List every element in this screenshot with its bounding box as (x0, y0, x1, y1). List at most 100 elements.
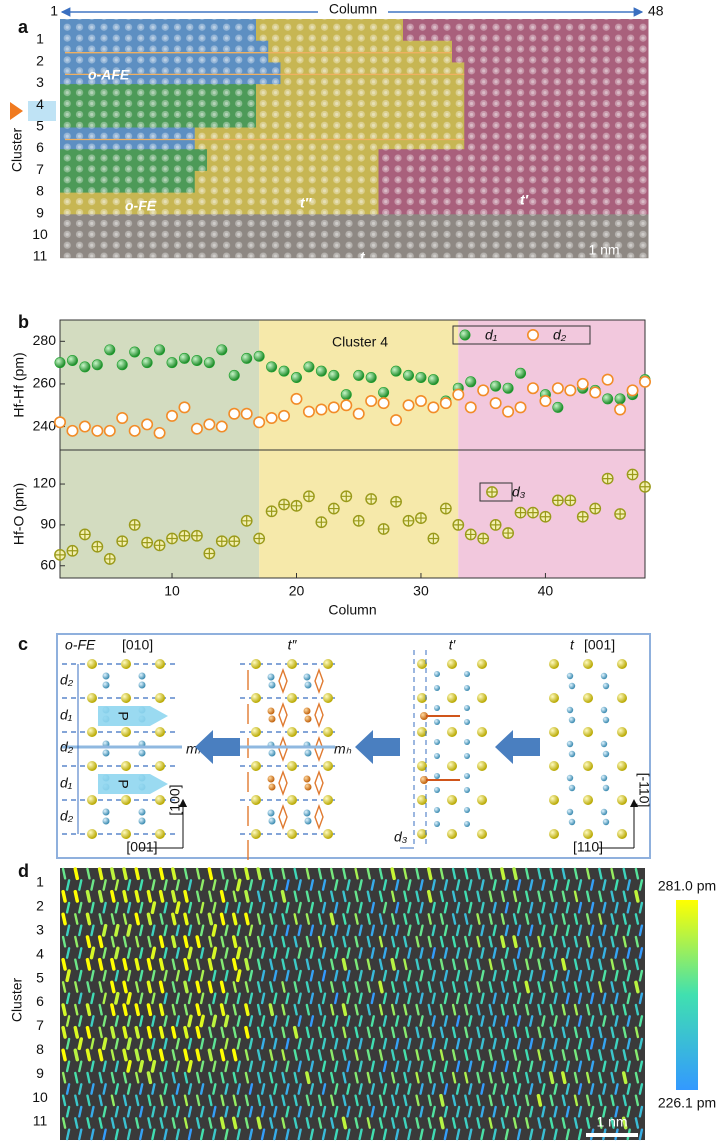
bond (614, 947, 619, 959)
bond (187, 1083, 193, 1095)
y-tick-label: 120 (33, 475, 57, 491)
bond (541, 924, 546, 937)
bond (126, 879, 132, 891)
bond (512, 981, 518, 993)
point-cross (515, 507, 526, 518)
bond (480, 1083, 485, 1095)
bond (110, 1003, 116, 1017)
bond (114, 1060, 120, 1073)
bond (232, 1094, 237, 1107)
mirror-label: mₕ (334, 741, 352, 757)
atom (121, 727, 131, 737)
bond (585, 1003, 591, 1016)
panel-label: a (18, 17, 29, 37)
bond (394, 1015, 400, 1027)
spacing-label: d₂ (60, 672, 74, 688)
point-cross (590, 503, 601, 514)
bond (273, 924, 278, 937)
cluster-label: 7 (36, 161, 44, 177)
bond (427, 981, 432, 993)
bond (443, 1037, 449, 1050)
bond (110, 1071, 116, 1084)
bond (151, 1105, 156, 1118)
bond (126, 1083, 132, 1095)
point (253, 532, 266, 545)
bond (195, 867, 201, 880)
bond (220, 1094, 225, 1107)
bond (297, 947, 302, 959)
axis-label: [100] (167, 784, 183, 815)
point-cross (92, 541, 103, 552)
bond (341, 1116, 348, 1130)
atom (566, 672, 574, 680)
bond (269, 913, 274, 925)
point-cross (478, 533, 489, 544)
bond (500, 1026, 506, 1039)
bond (378, 1049, 384, 1061)
bond (512, 935, 518, 949)
bond (407, 992, 412, 1005)
bond (330, 1094, 335, 1107)
bond (626, 924, 631, 937)
bond (415, 1003, 420, 1016)
bond (464, 1117, 469, 1129)
bond (439, 1026, 445, 1039)
bond (212, 879, 217, 891)
bond (480, 1105, 485, 1118)
bond (585, 867, 591, 880)
bond (293, 1117, 298, 1129)
bond (65, 1083, 71, 1095)
structure-diagram: o-FE [010] t″ t′ t [001]d₂d₁d₂d₁d₂PPmₕ[100][0… (60, 637, 652, 860)
bond (407, 879, 412, 891)
bond (553, 1105, 558, 1118)
bond (476, 935, 481, 948)
bond (195, 890, 201, 903)
atom (102, 808, 110, 816)
point-cross (552, 495, 563, 506)
point (191, 354, 203, 366)
bond (90, 901, 95, 914)
y-axis-label: Hf-Hf (pm) (11, 352, 27, 417)
bond (135, 935, 140, 948)
atom (87, 829, 97, 839)
atom (417, 795, 427, 805)
cluster-label: 5 (36, 969, 44, 985)
bond (65, 969, 71, 983)
bond (305, 890, 311, 903)
bond (549, 981, 554, 993)
bond (468, 924, 473, 937)
bond (565, 1015, 570, 1027)
bond (358, 992, 363, 1005)
atom (568, 784, 576, 792)
bond (293, 1003, 298, 1016)
bond (589, 901, 595, 914)
bond (236, 1060, 241, 1073)
bond (573, 935, 579, 948)
cluster-label: 8 (36, 1041, 44, 1057)
bond (346, 901, 351, 914)
bond (476, 1003, 481, 1016)
domain-label: t′ (520, 192, 529, 208)
axis-label: [-110] (636, 773, 652, 808)
point (91, 424, 104, 437)
atom (138, 681, 146, 689)
bond (183, 1003, 189, 1016)
bond (342, 1094, 347, 1107)
bond (90, 992, 95, 1005)
bond (139, 1037, 144, 1050)
bond (403, 1026, 408, 1039)
bond (529, 924, 534, 937)
bond (573, 958, 579, 971)
point (66, 544, 79, 557)
bond (516, 1083, 522, 1095)
bond (403, 913, 408, 925)
bond (504, 947, 510, 959)
bond (525, 890, 530, 903)
bond (346, 1060, 351, 1073)
bond (256, 1026, 262, 1039)
bond (614, 1083, 619, 1095)
bond (183, 957, 189, 971)
point (253, 350, 265, 362)
point (178, 529, 191, 542)
bond (451, 913, 457, 925)
